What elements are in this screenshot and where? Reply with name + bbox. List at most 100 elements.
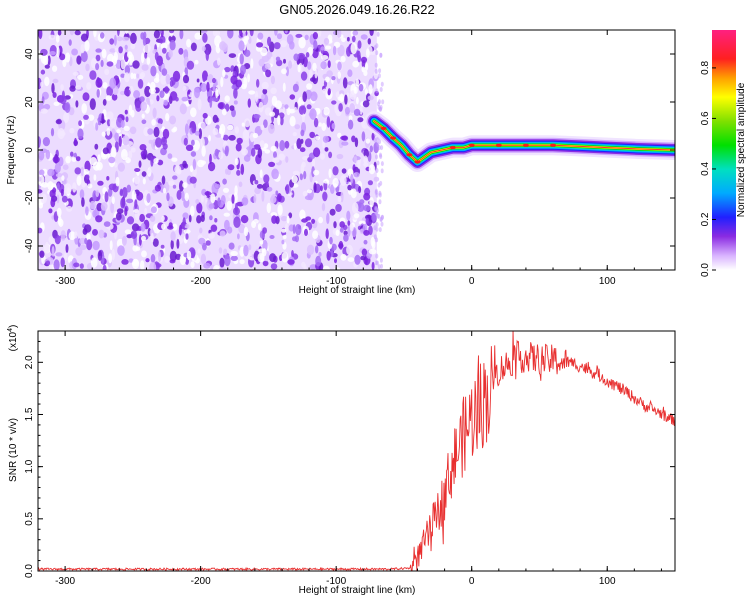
noise-blob (329, 208, 336, 216)
noise-blob (302, 156, 309, 161)
noise-blob (247, 98, 251, 108)
noise-blob (333, 41, 341, 48)
noise-blob (84, 237, 88, 245)
noise-blob (241, 83, 247, 90)
noise-blob (164, 255, 170, 263)
noise-blob (285, 66, 289, 77)
spectrogram-xtick-label: 0 (469, 276, 475, 287)
noise-blob (325, 45, 332, 50)
noise-blob (38, 150, 45, 161)
noise-blob (282, 82, 286, 93)
noise-blob (315, 255, 322, 267)
noise-blob (111, 248, 115, 261)
noise-blob (291, 250, 294, 258)
noise-blob (139, 213, 146, 223)
noise-blob (265, 181, 269, 188)
noise-edge-blob (376, 160, 380, 166)
noise-blob (140, 52, 145, 64)
noise-blob (263, 119, 268, 128)
noise-blob (141, 119, 147, 125)
noise-blob (38, 227, 43, 234)
noise-blob (62, 164, 69, 170)
noise-blob (152, 238, 159, 247)
noise-blob (103, 221, 111, 227)
noise-blob (120, 120, 125, 128)
noise-blob (281, 68, 287, 75)
noise-blob (212, 77, 216, 84)
noise-blob (149, 262, 157, 270)
noise-blob (124, 44, 128, 50)
noise-blob (347, 69, 353, 77)
noise-blob (304, 34, 309, 41)
snr-xlabel: Height of straight line (km) (299, 585, 416, 596)
noise-edge-blob (380, 145, 384, 151)
noise-blob (200, 160, 206, 165)
noise-blob (101, 113, 105, 125)
noise-edge-blob (376, 31, 380, 37)
noise-edge-blob (377, 145, 381, 151)
noise-blob (196, 78, 200, 83)
noise-blob (323, 37, 330, 45)
noise-blob (353, 86, 358, 94)
noise-blob (367, 180, 373, 186)
noise-blob (185, 233, 189, 240)
noise-blob (52, 78, 59, 84)
noise-blob (269, 111, 276, 117)
noise-blob (57, 30, 62, 36)
noise-blob (233, 100, 238, 105)
noise-blob (131, 190, 137, 202)
noise-blob (83, 114, 89, 120)
noise-blob (323, 179, 330, 184)
noise-blob (169, 259, 176, 264)
noise-blob (154, 51, 159, 61)
noise-blob (48, 208, 53, 214)
noise-blob (258, 101, 264, 113)
noise-blob (190, 261, 195, 268)
noise-blob (326, 212, 330, 225)
noise-blob (84, 224, 92, 233)
noise-blob (197, 98, 202, 111)
noise-blob (111, 93, 118, 101)
noise-blob (125, 157, 131, 164)
noise-blob (341, 37, 346, 43)
noise-blob (48, 236, 54, 244)
noise-blob (351, 35, 356, 43)
noise-blob (124, 207, 128, 217)
noise-blob (80, 166, 84, 177)
noise-blob (367, 38, 371, 45)
noise-edge-blob (379, 106, 383, 112)
noise-blob (134, 199, 138, 209)
noise-blob (108, 253, 112, 264)
noise-blob (54, 235, 61, 245)
noise-blob (92, 210, 97, 218)
spectrogram-ytick-label: 0 (24, 147, 35, 153)
noise-blob (100, 59, 104, 68)
noise-blob (49, 51, 56, 56)
noise-blob (58, 156, 64, 167)
noise-blob (65, 52, 71, 63)
noise-blob (155, 137, 162, 148)
noise-edge-blob (375, 237, 379, 243)
noise-blob (356, 96, 359, 105)
noise-blob (146, 57, 151, 65)
noise-blob (339, 90, 345, 96)
noise-blob (60, 257, 65, 268)
noise-blob (74, 137, 77, 147)
noise-blob (352, 30, 359, 36)
noise-blob (161, 223, 166, 230)
noise-blob (85, 206, 89, 216)
noise-blob (60, 84, 64, 91)
noise-blob (178, 224, 182, 236)
noise-blob (165, 113, 170, 122)
ridge-peak (414, 160, 421, 164)
noise-blob (327, 60, 331, 68)
noise-blob (334, 102, 338, 114)
noise-blob (149, 215, 156, 222)
noise-blob (45, 260, 51, 266)
noise-blob (184, 123, 189, 135)
noise-blob (64, 183, 72, 195)
noise-blob (253, 194, 257, 204)
noise-blob (351, 135, 356, 143)
noise-blob (369, 30, 374, 36)
noise-edge-blob (378, 227, 382, 233)
